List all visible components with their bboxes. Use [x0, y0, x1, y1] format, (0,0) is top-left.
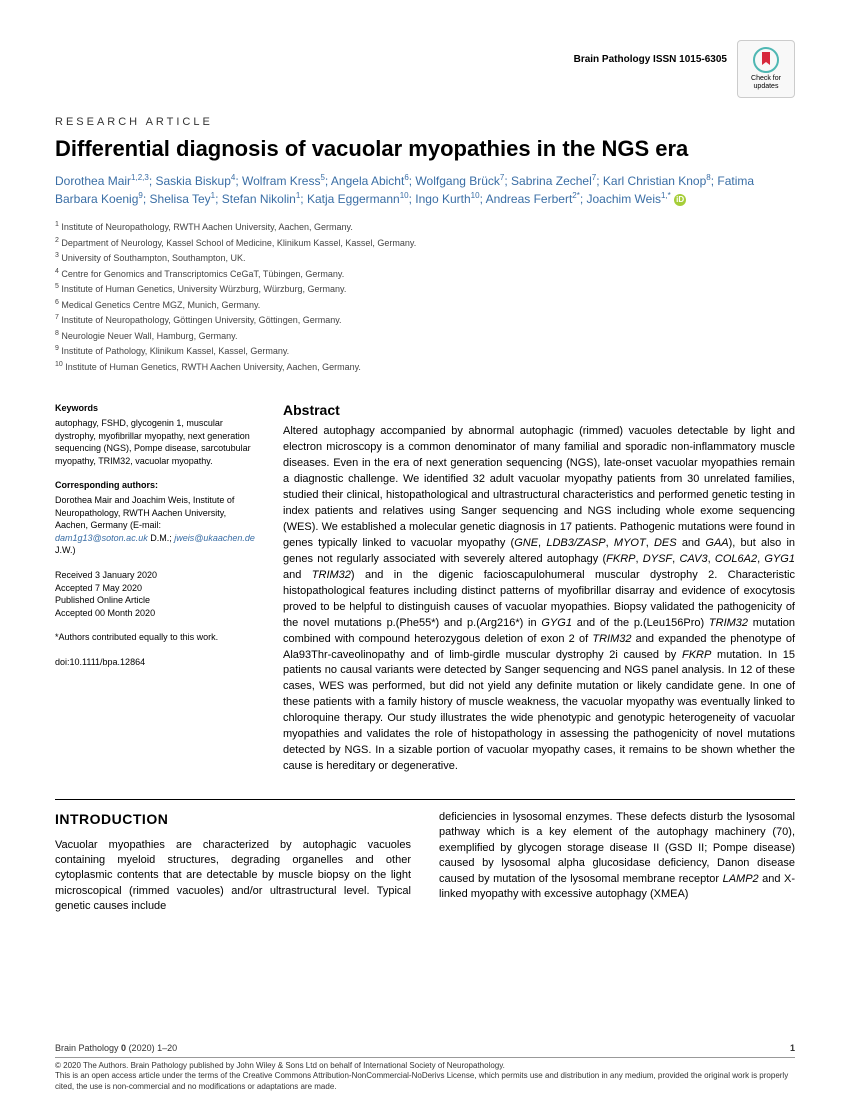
affiliation-6: 6 Medical Genetics Centre MGZ, Munich, G…: [55, 298, 795, 313]
affiliation-3: 3 University of Southampton, Southampton…: [55, 251, 795, 266]
section-divider: [55, 799, 795, 800]
affiliation-5: 5 Institute of Human Genetics, Universit…: [55, 282, 795, 297]
intro-col-right: deficiencies in lysosomal enzymes. These…: [439, 810, 795, 915]
footer-divider: [55, 1057, 795, 1058]
abstract-column: Abstract Altered autophagy accompanied b…: [283, 402, 795, 775]
abstract-heading: Abstract: [283, 402, 795, 418]
authors-list: Dorothea Mair1,2,3; Saskia Biskup4; Wolf…: [55, 172, 795, 208]
affiliation-9: 9 Institute of Pathology, Klinikum Kasse…: [55, 344, 795, 359]
intro-col-left: INTRODUCTION Vacuolar myopathies are cha…: [55, 810, 411, 915]
keywords-text: autophagy, FSHD, glycogenin 1, muscular …: [55, 417, 255, 467]
crossmark-icon: [753, 47, 779, 73]
affiliation-2: 2 Department of Neurology, Kassel School…: [55, 236, 795, 251]
affiliation-4: 4 Centre for Genomics and Transcriptomic…: [55, 267, 795, 282]
equal-contribution: *Authors contributed equally to this wor…: [55, 631, 255, 644]
sidebar: Keywords autophagy, FSHD, glycogenin 1, …: [55, 402, 255, 775]
affiliations-list: 1 Institute of Neuropathology, RWTH Aach…: [55, 220, 795, 374]
footer-citation: Brain Pathology 0 (2020) 1–20: [55, 1043, 177, 1055]
introduction-section: INTRODUCTION Vacuolar myopathies are cha…: [55, 810, 795, 915]
accepted2-date: Accepted 00 Month 2020: [55, 607, 255, 620]
header-row: Brain Pathology ISSN 1015-6305 Check for…: [55, 40, 795, 98]
corresponding-heading: Corresponding authors:: [55, 479, 255, 492]
article-type: RESEARCH ARTICLE: [55, 116, 795, 128]
affiliation-1: 1 Institute of Neuropathology, RWTH Aach…: [55, 220, 795, 235]
corresponding-text: Dorothea Mair and Joachim Weis, Institut…: [55, 494, 255, 557]
affiliation-10: 10 Institute of Human Genetics, RWTH Aac…: [55, 360, 795, 375]
check-updates-badge[interactable]: Check for updates: [737, 40, 795, 98]
keywords-heading: Keywords: [55, 402, 255, 415]
main-content: Keywords autophagy, FSHD, glycogenin 1, …: [55, 402, 795, 775]
abstract-text: Altered autophagy accompanied by abnorma…: [283, 424, 795, 775]
page-number: 1: [790, 1043, 795, 1055]
footer-license: This is an open access article under the…: [55, 1071, 795, 1092]
received-date: Received 3 January 2020: [55, 569, 255, 582]
email-link-1[interactable]: dam1g13@soton.ac.uk: [55, 533, 148, 543]
published-date: Published Online Article: [55, 594, 255, 607]
doi: doi:10.1111/bpa.12864: [55, 656, 255, 669]
footer-copyright: © 2020 The Authors. Brain Pathology publ…: [55, 1061, 795, 1071]
orcid-icon[interactable]: iD: [674, 194, 686, 206]
email-link-2[interactable]: jweis@ukaachen.de: [174, 533, 255, 543]
intro-text-1: Vacuolar myopathies are characterized by…: [55, 838, 411, 915]
affiliation-8: 8 Neurologie Neuer Wall, Hamburg, German…: [55, 329, 795, 344]
article-title: Differential diagnosis of vacuolar myopa…: [55, 136, 795, 162]
accepted-date: Accepted 7 May 2020: [55, 582, 255, 595]
check-updates-label: Check for updates: [738, 75, 794, 90]
introduction-heading: INTRODUCTION: [55, 810, 411, 830]
page-footer: Brain Pathology 0 (2020) 1–20 1 © 2020 T…: [55, 1043, 795, 1092]
affiliation-7: 7 Institute of Neuropathology, Göttingen…: [55, 313, 795, 328]
intro-text-2: deficiencies in lysosomal enzymes. These…: [439, 810, 795, 902]
journal-issn: Brain Pathology ISSN 1015-6305: [574, 54, 727, 65]
